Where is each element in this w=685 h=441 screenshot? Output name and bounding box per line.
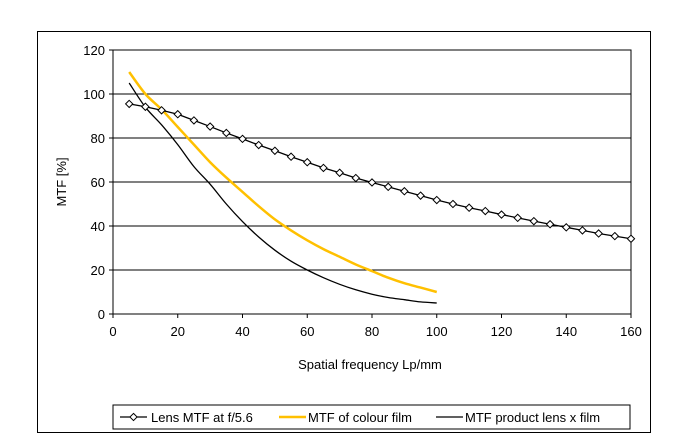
tick-layer: 0 20 40 60 80 100 120 0 20 40 60 80 100 120 140 160 — [83, 43, 642, 339]
lens-mtf-point — [545, 219, 555, 229]
lens-mtf-point — [610, 231, 620, 241]
lens-mtf-point — [335, 168, 344, 178]
x-tick-label: 120 — [491, 324, 513, 339]
lens-mtf-point — [189, 116, 199, 125]
lens-mtf-point — [286, 152, 296, 162]
lens-mtf-point — [238, 134, 247, 144]
lens-mtf-point — [351, 173, 361, 183]
y-tick-label: 120 — [83, 43, 105, 58]
grid-layer — [113, 93, 631, 271]
y-tick-label: 80 — [91, 131, 105, 146]
lens-mtf-point — [383, 182, 393, 192]
legend-box — [112, 404, 631, 430]
lens-mtf-legend-label: Lens MTF at f/5.6 — [151, 410, 253, 425]
series-layer — [124, 71, 636, 304]
legend: Lens MTF at f/5.6 MTF of colour film MTF p… — [112, 404, 631, 430]
lens-mtf-point — [594, 229, 603, 238]
x-axis-title: Spatial frequency Lp/mm — [298, 357, 442, 372]
lens-mtf-point — [513, 213, 522, 223]
lens-mtf-point — [173, 109, 183, 119]
y-tick-label: 40 — [91, 219, 105, 234]
x-tick-label: 40 — [235, 324, 249, 339]
lens-mtf-point — [448, 199, 458, 209]
lens-mtf-point — [416, 191, 425, 200]
x-tick-label: 100 — [426, 324, 448, 339]
product-mtf-legend-label: MTF product lens x film — [465, 410, 600, 425]
x-tick-label: 80 — [365, 324, 379, 339]
lens-mtf-point — [497, 210, 506, 219]
lens-mtf-point — [400, 186, 409, 196]
lens-mtf-point — [254, 140, 263, 150]
lens-mtf-point — [432, 195, 442, 205]
y-tick-label: 0 — [98, 307, 105, 322]
lens-mtf-legend-marker — [129, 412, 138, 422]
colour-film-mtf-legend-label: MTF of colour film — [308, 410, 412, 425]
lens-mtf-line — [129, 103, 632, 240]
lens-mtf-point — [302, 157, 312, 167]
x-tick-label: 20 — [171, 324, 185, 339]
lens-mtf-point — [222, 128, 231, 138]
lens-mtf-point — [481, 206, 490, 216]
y-tick-label: 100 — [83, 87, 105, 102]
lens-mtf-point — [561, 223, 571, 232]
x-tick-label: 160 — [620, 324, 642, 339]
y-tick-label: 60 — [91, 175, 105, 190]
lens-mtf-point — [270, 146, 280, 156]
product-mtf-line — [128, 82, 437, 304]
lens-mtf-point — [464, 203, 474, 213]
lens-mtf-point — [157, 105, 166, 115]
colour-film-mtf-line — [128, 71, 438, 294]
lens-mtf-point — [626, 234, 636, 244]
lens-mtf-point — [529, 216, 539, 226]
lens-mtf-point — [578, 226, 587, 235]
x-tick-label: 140 — [555, 324, 577, 339]
lens-mtf-point — [367, 178, 377, 187]
lens-mtf-point — [124, 99, 134, 109]
x-tick-label: 60 — [300, 324, 314, 339]
lens-mtf-point — [141, 102, 150, 112]
y-axis-title: MTF [%] — [54, 157, 69, 206]
x-tick-label: 0 — [109, 324, 116, 339]
y-tick-label: 20 — [91, 263, 105, 278]
lens-mtf-point — [319, 163, 328, 173]
lens-mtf-point — [205, 122, 215, 131]
